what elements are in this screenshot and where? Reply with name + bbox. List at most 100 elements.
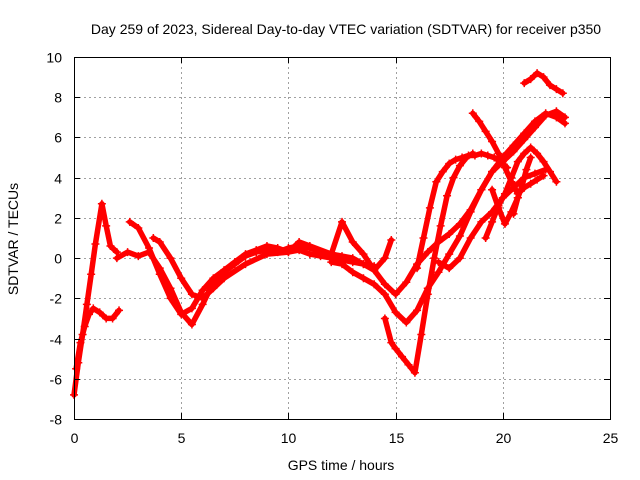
data-point xyxy=(432,177,441,186)
data-point xyxy=(108,314,117,323)
x-tick-label: 10 xyxy=(281,430,297,446)
data-point xyxy=(425,203,434,212)
data-point xyxy=(455,231,464,240)
data-point xyxy=(552,85,561,94)
data-point xyxy=(552,107,561,116)
data-point xyxy=(262,250,271,259)
data-point xyxy=(545,167,554,176)
data-point xyxy=(112,254,121,263)
data-point xyxy=(445,229,454,238)
data-point xyxy=(488,137,497,146)
data-point xyxy=(115,306,124,315)
data-point xyxy=(526,179,535,188)
data-point xyxy=(434,268,443,277)
plot-frame xyxy=(74,57,611,420)
data-point xyxy=(445,250,454,259)
data-point xyxy=(95,308,104,317)
data-point xyxy=(513,157,522,166)
data-point xyxy=(520,79,529,88)
data-point xyxy=(327,250,336,259)
data-point xyxy=(87,270,96,279)
data-point xyxy=(387,236,396,245)
data-point xyxy=(520,149,529,158)
data-point xyxy=(338,217,346,226)
data-point xyxy=(262,242,271,251)
data-point xyxy=(134,252,143,261)
data-point xyxy=(522,165,531,174)
y-tick-label: -4 xyxy=(50,332,63,348)
data-point xyxy=(545,81,554,90)
y-tick-label: -6 xyxy=(50,372,63,388)
data-point xyxy=(475,117,484,126)
data-point xyxy=(500,163,509,172)
data-point xyxy=(466,207,475,216)
data-series xyxy=(70,69,569,399)
data-point xyxy=(177,274,186,283)
data-point xyxy=(526,153,535,162)
data-point xyxy=(539,73,548,82)
data-point xyxy=(305,250,314,259)
y-tick-label: 4 xyxy=(54,171,62,187)
data-point xyxy=(327,258,336,267)
data-point xyxy=(533,69,542,78)
data-point xyxy=(380,254,389,263)
data-point xyxy=(295,238,304,247)
data-point xyxy=(520,135,529,144)
data-point xyxy=(187,320,196,329)
data-point xyxy=(413,264,422,273)
data-point xyxy=(404,360,413,369)
data-point xyxy=(82,300,91,309)
data-point xyxy=(458,153,467,162)
data-point xyxy=(209,284,218,293)
series-track-6 xyxy=(328,108,568,326)
data-point xyxy=(518,181,527,190)
x-tick-label: 25 xyxy=(603,430,619,446)
data-point xyxy=(509,147,518,156)
data-point xyxy=(434,258,443,267)
data-point xyxy=(106,242,115,251)
data-point xyxy=(166,294,175,303)
data-point xyxy=(149,234,158,242)
data-point xyxy=(295,246,304,255)
data-point xyxy=(423,290,432,299)
x-tick-label: 20 xyxy=(496,430,512,446)
data-point xyxy=(423,248,432,257)
data-point xyxy=(359,260,368,269)
data-point xyxy=(155,270,164,279)
data-point xyxy=(430,254,439,263)
data-point xyxy=(552,177,561,186)
data-point xyxy=(198,294,207,303)
data-point xyxy=(145,244,154,253)
data-point xyxy=(338,260,346,269)
data-point xyxy=(445,159,454,168)
data-point xyxy=(155,238,164,247)
x-tick-label: 5 xyxy=(178,430,186,446)
data-point xyxy=(500,189,509,198)
data-point xyxy=(305,242,314,251)
y-tick-label: 6 xyxy=(54,130,62,146)
data-point xyxy=(380,314,389,323)
data-point xyxy=(438,167,447,176)
data-point xyxy=(198,286,207,295)
y-tick-label: -8 xyxy=(50,412,63,428)
data-point xyxy=(370,280,379,289)
data-point xyxy=(166,254,175,263)
data-point xyxy=(89,304,98,313)
data-point xyxy=(455,161,464,170)
data-point xyxy=(488,185,497,194)
y-tick-label: 0 xyxy=(54,251,62,267)
data-point xyxy=(417,330,426,339)
data-point xyxy=(316,252,325,261)
data-point xyxy=(533,175,542,184)
data-point xyxy=(526,143,535,152)
data-point xyxy=(494,203,503,212)
data-point xyxy=(419,234,428,242)
data-point xyxy=(72,364,81,373)
data-point xyxy=(177,310,186,319)
data-point xyxy=(455,254,464,263)
x-tick-label: 15 xyxy=(389,430,405,446)
data-point xyxy=(526,75,535,84)
data-point xyxy=(209,274,218,283)
x-tick-label: 0 xyxy=(71,430,79,446)
